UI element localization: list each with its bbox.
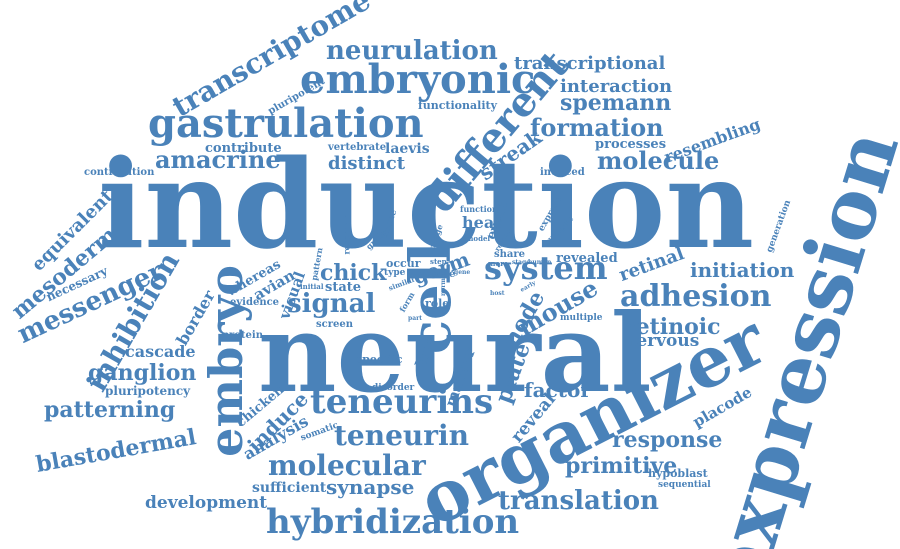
word-primitive: primitive bbox=[565, 453, 678, 479]
word-patterning: patterning bbox=[44, 397, 176, 423]
word-initial: initial bbox=[300, 282, 324, 291]
word-interaction: interaction bbox=[560, 76, 673, 97]
word-transcriptional: transcriptional bbox=[514, 53, 666, 74]
word-development: development bbox=[145, 493, 268, 513]
word-spemann: spemann bbox=[560, 90, 672, 116]
word-initiation: initiation bbox=[690, 258, 795, 282]
word-processes: processes bbox=[595, 137, 667, 152]
word-distinct: distinct bbox=[328, 153, 406, 174]
word-response: response bbox=[612, 427, 723, 453]
word-function: function bbox=[460, 204, 498, 214]
word-hybridization: hybridization bbox=[266, 502, 520, 542]
word-evidence: evidence bbox=[230, 297, 280, 308]
word-amacrine: amacrine bbox=[155, 145, 281, 174]
word-gene: gene bbox=[454, 269, 471, 276]
word-system: system bbox=[484, 249, 608, 287]
word-host: host bbox=[490, 290, 505, 297]
word-induction: induction bbox=[98, 132, 755, 276]
word-translation: translation bbox=[498, 486, 659, 516]
word-specific: specific bbox=[356, 353, 403, 366]
word-contribution: contribution bbox=[84, 167, 155, 178]
word-model: model bbox=[466, 234, 491, 243]
word-teneurins: teneurins bbox=[310, 382, 494, 422]
word-stage: stage bbox=[512, 259, 531, 266]
word-step: step bbox=[430, 257, 447, 266]
word-neurulation: neurulation bbox=[326, 36, 498, 66]
word-head: head bbox=[462, 213, 506, 232]
word-sufficient: sufficient bbox=[252, 480, 327, 496]
word-cascade: cascade bbox=[125, 342, 196, 361]
word-formation: formation bbox=[530, 113, 664, 142]
word-human: human bbox=[528, 259, 552, 266]
word-normal: normal bbox=[440, 271, 448, 297]
word-screen: screen bbox=[316, 319, 353, 330]
word-retinoic: retinoic bbox=[624, 314, 721, 340]
word-teneurin: teneurin bbox=[334, 419, 470, 452]
word-vertebrate: vertebrate bbox=[328, 142, 387, 153]
word-sequential: sequential bbox=[658, 480, 711, 490]
word-chick: chick bbox=[320, 260, 387, 286]
word-protein: protein bbox=[222, 330, 263, 341]
word-pluripotency: pluripotency bbox=[105, 384, 191, 398]
word-hypoblast: hypoblast bbox=[648, 467, 708, 480]
word-multiple: multiple bbox=[560, 313, 603, 323]
word-contribute: contribute bbox=[205, 141, 282, 156]
word-disorder: disorder bbox=[372, 383, 415, 393]
word-factor: factor bbox=[524, 378, 591, 402]
word-synapse: synapse bbox=[326, 475, 415, 499]
word-molecule: molecule bbox=[597, 146, 720, 175]
word-laevis: laevis bbox=[385, 141, 430, 157]
word-signal: signal bbox=[287, 289, 376, 319]
word-molecular: molecular bbox=[268, 449, 426, 482]
word-time: time bbox=[430, 269, 456, 280]
word-induced: induced bbox=[540, 167, 585, 178]
word-state: state bbox=[325, 280, 362, 295]
word-embryonic: embryonic bbox=[300, 56, 536, 103]
word-revealed: revealed bbox=[556, 251, 618, 266]
word-part: part bbox=[408, 315, 423, 322]
word-blastodermal: blastodermal bbox=[33, 424, 199, 478]
word-nervous: nervous bbox=[624, 331, 700, 351]
word-ganglion: ganglion bbox=[88, 360, 197, 386]
word-type: type bbox=[384, 268, 406, 278]
word-resemble: resemble bbox=[341, 213, 352, 255]
word-share: share bbox=[494, 249, 526, 260]
word-neural: neural bbox=[258, 291, 652, 417]
word-functionality: functionality bbox=[418, 99, 497, 112]
word-adhesion: adhesion bbox=[620, 279, 772, 314]
word-gastrulation: gastrulation bbox=[148, 100, 424, 147]
word-more: more bbox=[488, 259, 509, 268]
word-occur: occur bbox=[386, 257, 421, 270]
word-role: role bbox=[425, 297, 450, 310]
